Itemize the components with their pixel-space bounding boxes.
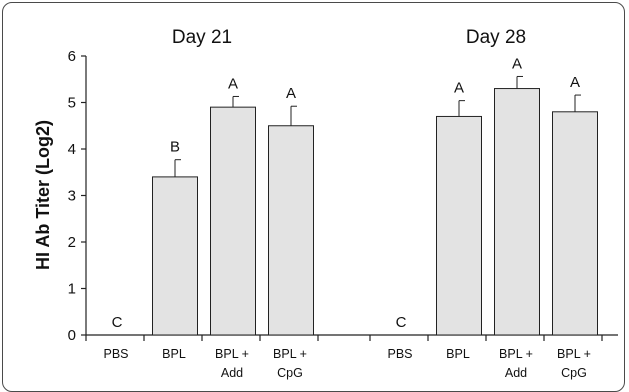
panel-title: Day 21: [172, 27, 232, 48]
labels: 0 1 2 3 4 5 6 Day 21 C PBS B BPL A BPL + Add A BPL + CpG D…: [68, 27, 591, 380]
significance-letter: C: [396, 314, 407, 331]
bar: [268, 125, 314, 336]
bar: [210, 106, 256, 336]
panel-title: Day 28: [466, 27, 526, 48]
x-category-label: PBS: [103, 347, 128, 361]
significance-letter: A: [570, 74, 580, 91]
x-category-label: BPL +: [499, 347, 533, 361]
significance-letter: C: [112, 314, 123, 331]
x-category-label-line2: Add: [505, 366, 527, 380]
x-category-label: BPL +: [215, 347, 249, 361]
x-category-label-line2: CpG: [561, 366, 587, 380]
x-category-label-line2: Add: [221, 366, 243, 380]
bar: [152, 176, 198, 336]
y-tick-label: 4: [68, 141, 76, 158]
y-tick-label: 6: [68, 48, 76, 65]
y-tick-label: 0: [68, 327, 76, 344]
y-tick-label: 2: [68, 234, 76, 251]
significance-letter: B: [170, 139, 180, 156]
x-category-label: BPL +: [557, 347, 591, 361]
y-tick-label: 3: [68, 188, 76, 205]
bar: [552, 111, 598, 336]
y-tick-label: 1: [68, 281, 76, 298]
x-category-label: BPL: [446, 347, 470, 361]
y-axis-label: HI Ab Titer (Log2): [33, 120, 53, 270]
x-category-label-line2: CpG: [277, 366, 303, 380]
significance-letter: A: [512, 55, 522, 72]
y-tick-label: 5: [68, 95, 76, 112]
bars: [152, 75, 598, 336]
bar: [494, 88, 540, 336]
x-category-label: BPL: [162, 347, 186, 361]
significance-letter: A: [286, 85, 296, 102]
significance-letter: A: [228, 75, 238, 92]
x-category-label: PBS: [387, 347, 412, 361]
x-category-label: BPL +: [273, 347, 307, 361]
bar: [436, 115, 482, 336]
significance-letter: A: [454, 80, 464, 97]
